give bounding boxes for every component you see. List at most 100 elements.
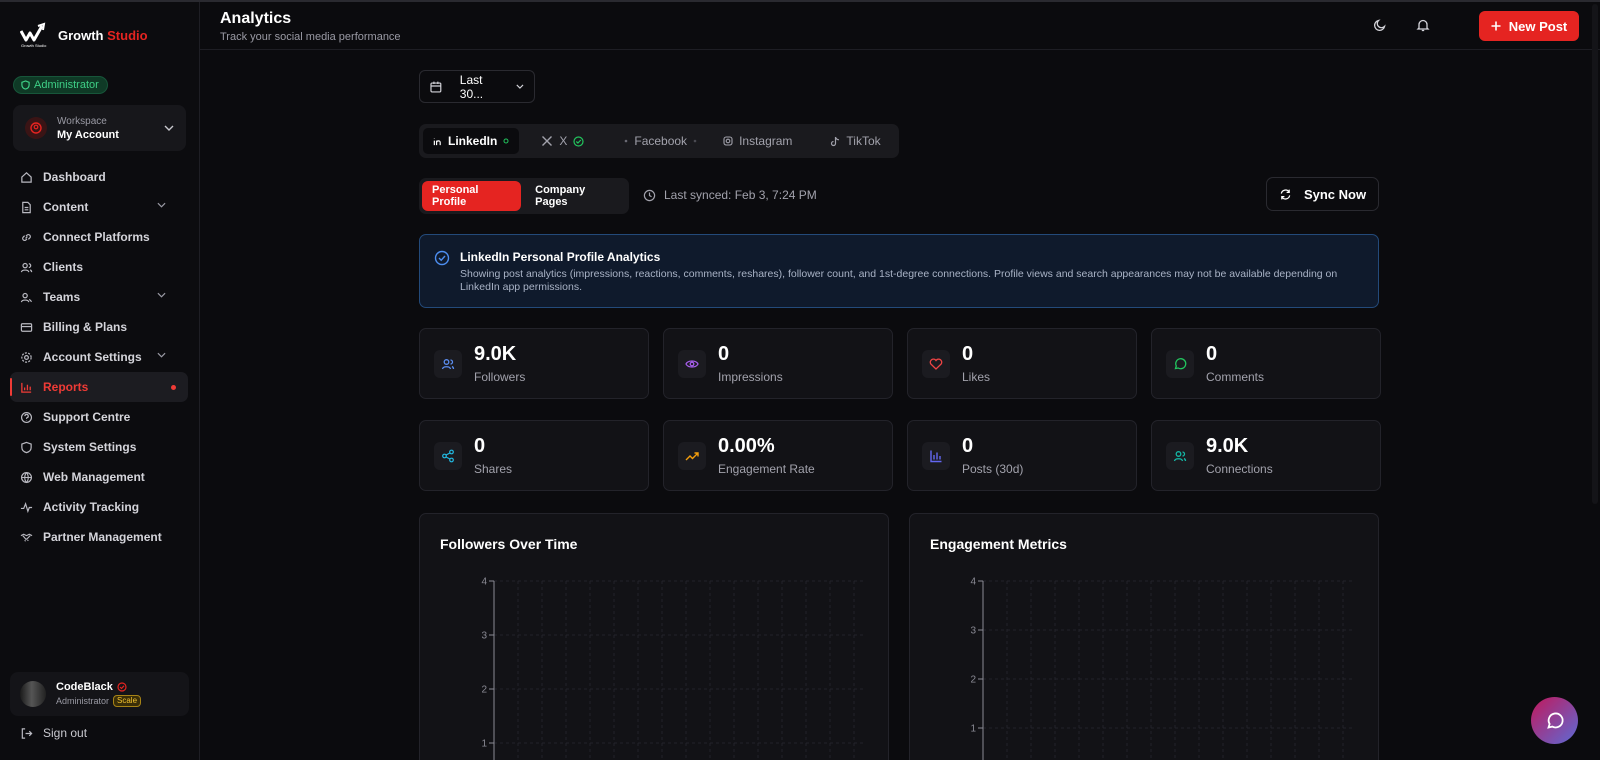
brand-name: Growth Studio (58, 27, 148, 43)
stat-value: 0 (474, 435, 486, 457)
chevron-down-icon (516, 84, 524, 89)
stat-value: 0 (962, 343, 974, 365)
sidebar-item-system-settings[interactable]: System Settings (10, 432, 188, 462)
y-tick-label: 4 (970, 577, 976, 588)
chart-title: Followers Over Time (440, 536, 578, 552)
sidebar-item-label: Teams (43, 290, 81, 304)
users-icon (434, 350, 462, 378)
chevron-down-icon (157, 292, 166, 298)
handshake-icon (20, 533, 33, 542)
followers-over-time-chart: Followers Over Time 4 3 2 1 (419, 513, 889, 760)
workspace-name: My Account (57, 128, 119, 141)
separator-dot-icon (693, 139, 697, 143)
sidebar-item-content[interactable]: Content (10, 192, 188, 222)
brand-logo[interactable]: Growth Studio Growth Studio (20, 22, 148, 48)
logo-icon: Growth Studio (20, 22, 47, 48)
moon-icon[interactable] (1373, 18, 1387, 32)
stat-card-posts: 0 Posts (30d) (907, 420, 1137, 491)
refresh-icon (1280, 188, 1291, 200)
y-tick-label: 2 (481, 685, 487, 696)
stat-value: 0 (718, 343, 730, 365)
sidebar-item-web-management[interactable]: Web Management (10, 462, 188, 492)
team-icon (20, 292, 33, 302)
avatar (20, 681, 46, 707)
tab-x[interactable]: X (531, 128, 594, 154)
tiktok-icon (831, 136, 840, 146)
verified-icon (117, 682, 127, 692)
new-post-button[interactable]: New Post (1479, 11, 1579, 41)
workspace-selector[interactable]: Workspace My Account (13, 105, 186, 151)
bell-icon[interactable] (1416, 18, 1430, 32)
shield-icon (21, 80, 30, 90)
chevron-down-icon (157, 352, 166, 358)
sidebar-item-reports[interactable]: Reports (10, 372, 188, 402)
sidebar-item-label: Partner Management (43, 530, 162, 544)
y-tick-label: 4 (481, 577, 487, 588)
tab-company-pages[interactable]: Company Pages (535, 184, 586, 208)
info-text: Showing post analytics (impressions, rea… (460, 268, 1338, 293)
stat-value: 0 (962, 435, 974, 457)
y-tick-label: 3 (481, 631, 487, 642)
chart-title: Engagement Metrics (930, 536, 1067, 552)
eye-icon (678, 350, 706, 378)
chevron-down-icon (157, 202, 166, 208)
logo-caption: Growth Studio (21, 43, 47, 48)
shield-icon (21, 441, 32, 453)
chat-support-button[interactable] (1531, 697, 1578, 744)
sidebar-item-support-centre[interactable]: Support Centre (10, 402, 188, 432)
stat-label: Likes (962, 370, 991, 384)
trending-up-icon (678, 442, 706, 470)
tab-facebook[interactable]: Facebook (614, 128, 707, 154)
sidebar: Growth Studio Growth Studio Administrato… (0, 2, 200, 760)
y-tick-label: 1 (970, 724, 976, 735)
sidebar-item-label: Clients (43, 260, 84, 274)
stat-card-comments: 0 Comments (1151, 328, 1381, 399)
sign-out-label: Sign out (43, 726, 88, 740)
sidebar-item-partner-management[interactable]: Partner Management (10, 522, 188, 552)
stat-card-followers: 9.0K Followers (419, 328, 649, 399)
sidebar-item-connect-platforms[interactable]: Connect Platforms (10, 222, 188, 252)
chevron-down-icon (164, 125, 174, 131)
sign-out-button[interactable]: Sign out (20, 726, 87, 740)
info-title: LinkedIn Personal Profile Analytics (460, 250, 661, 264)
last-synced-status: Last synced: Feb 3, 7:24 PM (643, 188, 817, 202)
comment-icon (1166, 350, 1194, 378)
tab-tiktok[interactable]: TikTok (820, 128, 890, 154)
date-range-select[interactable]: Last 30... (419, 70, 535, 103)
user-profile-card[interactable]: CodeBlack Administrator Scale (10, 672, 189, 716)
tab-personal-profile[interactable]: Personal Profile (422, 181, 522, 211)
sidebar-item-label: Account Settings (43, 350, 142, 364)
sidebar-item-label: Reports (43, 380, 89, 394)
sidebar-item-teams[interactable]: Teams (10, 282, 188, 312)
logout-icon (21, 727, 33, 739)
sidebar-item-label: Support Centre (43, 410, 131, 424)
plus-icon (1491, 21, 1501, 31)
activity-icon (20, 501, 33, 513)
platform-tabs: LinkedIn X Facebook Instagram TikTok (419, 124, 899, 158)
check-circle-icon (573, 135, 584, 147)
sidebar-item-billing[interactable]: Billing & Plans (10, 312, 188, 342)
sidebar-item-clients[interactable]: Clients (10, 252, 188, 282)
sidebar-item-account-settings[interactable]: Account Settings (10, 342, 188, 372)
help-icon (20, 411, 33, 423)
tab-label: Facebook (634, 134, 688, 148)
stat-card-shares: 0 Shares (419, 420, 649, 491)
stat-label: Posts (30d) (962, 462, 1024, 476)
page-subtitle: Track your social media performance (220, 31, 401, 43)
tab-linkedin[interactable]: LinkedIn (423, 128, 520, 154)
stat-value: 0.00% (718, 435, 775, 457)
stat-label: Connections (1206, 462, 1273, 476)
instagram-icon (723, 136, 733, 146)
new-post-label: New Post (1508, 18, 1568, 34)
chart-plot-area: 4 3 2 1 (481, 577, 865, 760)
stat-label: Followers (474, 370, 526, 384)
page-scrollbar[interactable] (1592, 4, 1598, 504)
sidebar-item-dashboard[interactable]: Dashboard (10, 162, 188, 192)
tab-instagram[interactable]: Instagram (713, 128, 802, 154)
profile-type-tabs: Personal Profile Company Pages (419, 178, 629, 214)
calendar-icon (430, 81, 442, 92)
stat-value: 9.0K (1206, 435, 1249, 457)
sync-now-button[interactable]: Sync Now (1266, 177, 1379, 211)
date-range-value: Last 30... (459, 72, 484, 101)
sidebar-item-activity-tracking[interactable]: Activity Tracking (10, 492, 188, 522)
